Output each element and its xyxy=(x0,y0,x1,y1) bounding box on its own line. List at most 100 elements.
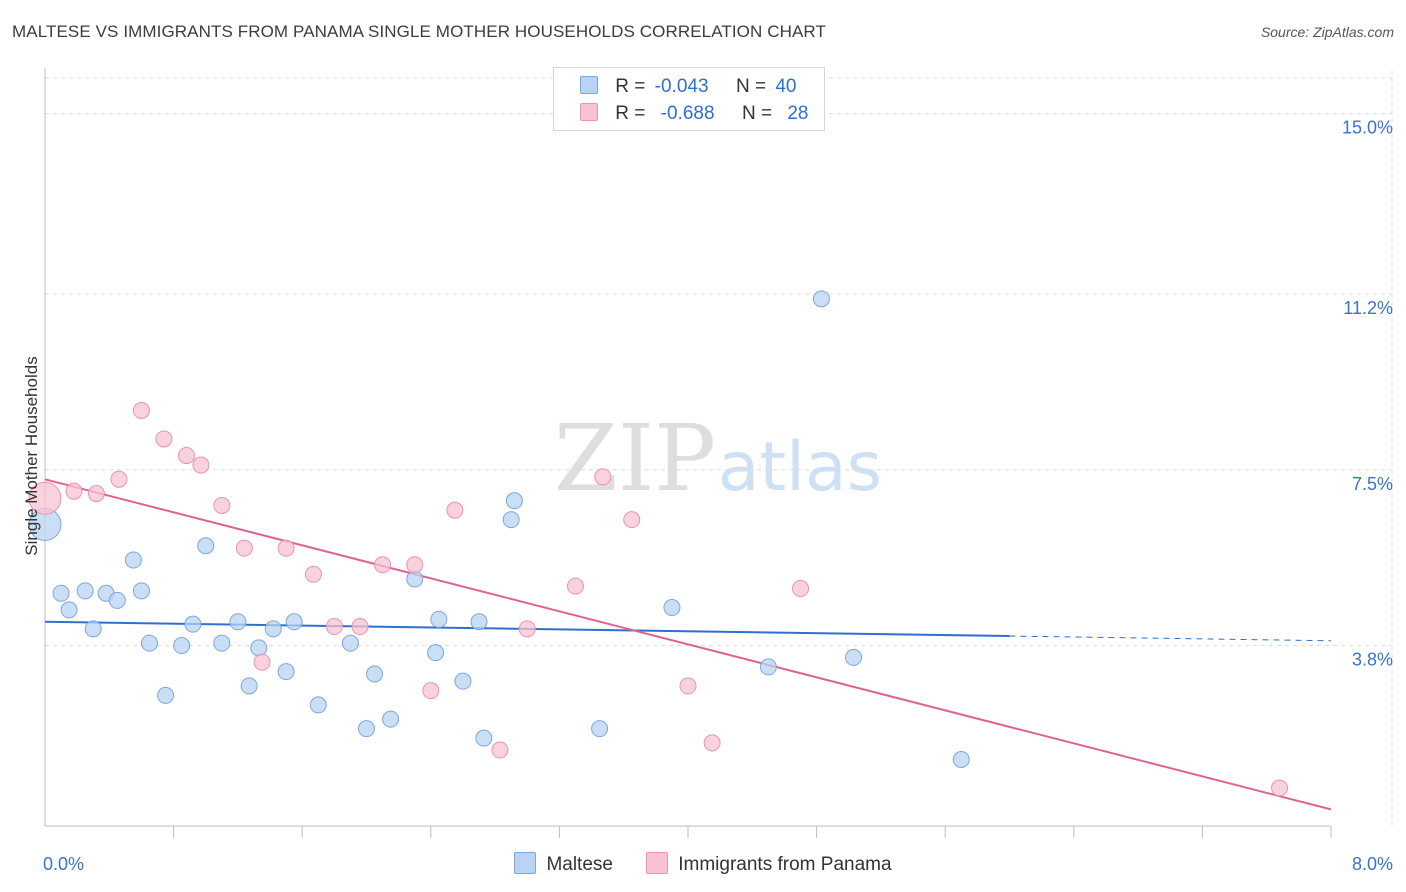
y-tick-label: 3.8% xyxy=(1352,650,1393,670)
point-maltese xyxy=(132,582,150,600)
data-points xyxy=(28,290,1289,797)
trendline-panama xyxy=(44,478,1332,811)
point-panama xyxy=(277,539,295,557)
tick-labels: 3.8% 7.5% 11.2% 15.0% 0.0% 8.0% xyxy=(43,118,1393,874)
legend-r-value: -0.043 xyxy=(654,76,709,97)
point-panama xyxy=(491,741,509,759)
point-panama xyxy=(566,577,584,595)
point-panama xyxy=(28,481,62,515)
legend-swatch-panama xyxy=(646,852,669,874)
point-panama xyxy=(110,470,128,488)
source-label: Source: ZipAtlas.com xyxy=(1260,24,1394,40)
legend-swatch-panama xyxy=(580,103,598,121)
legend-n-label: N = xyxy=(735,76,767,97)
legend-row-maltese: R = -0.043 N = 40 xyxy=(580,76,796,98)
point-maltese xyxy=(250,639,268,657)
correlation-legend: R = -0.043 N = 40 R = -0.688 N = 28 xyxy=(553,67,825,131)
point-maltese xyxy=(173,637,191,655)
legend-r-label: R = xyxy=(615,76,646,97)
point-panama xyxy=(132,401,150,419)
grid-lines xyxy=(45,70,1393,826)
legend-n-value: 28 xyxy=(787,103,809,124)
point-maltese xyxy=(76,582,94,600)
legend-swatch-maltese xyxy=(514,852,537,874)
point-maltese xyxy=(663,599,681,617)
point-maltese xyxy=(213,634,231,652)
point-maltese xyxy=(124,551,142,569)
x-tick-label: 8.0% xyxy=(1352,854,1393,874)
point-maltese xyxy=(454,672,472,690)
watermark: ZIP atlas xyxy=(554,405,882,512)
point-panama xyxy=(703,734,721,752)
legend-n-value: 40 xyxy=(775,76,797,97)
legend-item-maltese[interactable]: Maltese xyxy=(514,852,613,876)
point-panama xyxy=(87,485,105,503)
point-maltese xyxy=(591,720,609,738)
point-panama xyxy=(325,618,343,636)
point-maltese xyxy=(430,610,448,628)
point-maltese xyxy=(845,648,863,666)
trend-lines xyxy=(44,478,1332,811)
legend-row-panama: R = -0.688 N = 28 xyxy=(580,103,808,125)
point-maltese xyxy=(475,729,493,747)
legend-label-panama: Immigrants from Panama xyxy=(678,854,892,875)
point-maltese xyxy=(140,634,158,652)
point-maltese xyxy=(52,584,70,602)
point-panama xyxy=(177,447,195,465)
y-tick-label: 11.2% xyxy=(1343,298,1393,318)
point-panama xyxy=(422,682,440,700)
point-maltese xyxy=(240,677,258,695)
point-maltese xyxy=(108,591,126,609)
point-maltese xyxy=(197,537,215,555)
point-panama xyxy=(235,539,253,557)
legend-r-label: R = xyxy=(615,103,646,124)
legend-item-panama[interactable]: Immigrants from Panama xyxy=(646,852,892,876)
point-panama xyxy=(304,565,322,583)
point-panama xyxy=(65,482,83,500)
point-maltese xyxy=(157,686,175,704)
point-panama xyxy=(351,618,369,636)
point-panama xyxy=(594,468,612,486)
point-panama xyxy=(155,430,173,448)
point-panama xyxy=(792,580,810,598)
point-panama xyxy=(406,556,424,574)
point-maltese xyxy=(812,290,830,308)
point-maltese xyxy=(427,644,445,662)
point-maltese xyxy=(309,696,327,714)
point-maltese xyxy=(60,601,78,619)
point-maltese xyxy=(277,663,295,681)
point-maltese xyxy=(184,615,202,633)
point-panama xyxy=(623,511,641,529)
point-panama xyxy=(253,653,271,671)
point-panama xyxy=(518,620,536,638)
point-maltese xyxy=(470,613,488,631)
point-panama xyxy=(213,496,231,514)
chart-title: MALTESE VS IMMIGRANTS FROM PANAMA SINGLE… xyxy=(12,22,826,41)
point-maltese xyxy=(366,665,384,683)
point-maltese xyxy=(502,511,520,529)
point-maltese xyxy=(505,492,523,510)
series-legend: Maltese Immigrants from Panama xyxy=(0,852,1406,876)
point-maltese xyxy=(759,658,777,676)
x-tick-label: 0.0% xyxy=(43,854,84,874)
watermark-atlas: atlas xyxy=(718,428,882,507)
watermark-zip: ZIP xyxy=(554,405,716,512)
legend-n-label: N = xyxy=(741,103,773,124)
point-maltese xyxy=(285,613,303,631)
legend-r-value: -0.688 xyxy=(660,103,715,124)
point-panama xyxy=(679,677,697,695)
axes xyxy=(44,68,1332,838)
point-panama xyxy=(192,456,210,474)
point-maltese xyxy=(229,613,247,631)
trendline-maltese-extension xyxy=(1009,635,1332,642)
point-maltese xyxy=(382,710,400,728)
point-maltese xyxy=(358,720,375,738)
point-panama xyxy=(1271,779,1289,797)
point-maltese xyxy=(84,620,102,638)
y-tick-label: 15.0% xyxy=(1342,118,1393,138)
point-maltese xyxy=(406,570,424,588)
legend-label-maltese: Maltese xyxy=(546,854,613,875)
point-panama xyxy=(374,556,392,574)
y-tick-label: 7.5% xyxy=(1352,474,1393,494)
point-maltese xyxy=(952,751,970,769)
